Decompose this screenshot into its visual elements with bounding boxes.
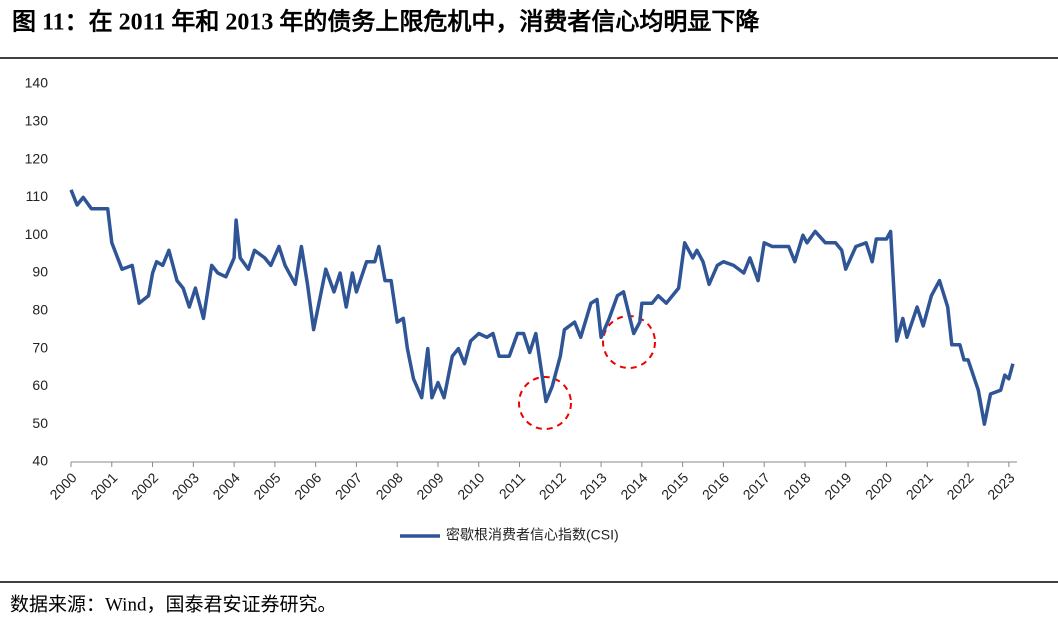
x-tick-label: 2014 [617,469,650,502]
x-tick-label: 2001 [87,469,120,502]
x-tick-label: 2022 [943,469,976,502]
source: 数据来源：Wind，国泰君安证券研究。 [10,593,336,615]
highlight-circle [602,315,656,369]
chart-title: 图 11：在 2011 年和 2013 年的债务上限危机中，消费者信心均明显下降 [12,8,760,36]
y-tick-label: 60 [32,377,48,393]
x-tick-label: 2020 [862,469,895,502]
legend-label: 密歇根消费者信心指数(CSI) [446,527,619,543]
x-tick-label: 2019 [821,469,854,502]
y-tick-label: 140 [25,75,49,91]
y-tick-label: 90 [32,264,48,280]
x-tick-label: 2016 [699,469,732,502]
x-tick-label: 2021 [903,469,936,502]
x-tick-label: 2010 [454,469,487,502]
highlight-circle [518,376,572,430]
y-tick-label: 130 [25,113,49,129]
x-tick-label: 2002 [128,469,161,502]
y-tick-label: 100 [25,226,49,242]
y-tick-label: 70 [32,339,48,355]
y-tick-label: 120 [25,150,49,166]
x-tick-label: 2011 [496,469,529,502]
x-tick-label: 2007 [332,469,365,502]
x-tick-label: 2009 [413,469,446,502]
x-tick-label: 2017 [740,469,773,502]
x-tick-label: 2018 [780,469,813,502]
y-tick-label: 80 [32,302,48,318]
x-tick-label: 2003 [169,469,202,502]
x-tick-label: 2015 [658,469,691,502]
x-tick-label: 2023 [984,469,1017,502]
x-tick-label: 2005 [250,469,283,502]
x-tick-label: 2000 [46,469,79,502]
y-tick-label: 40 [32,453,48,469]
x-tick-label: 2012 [536,469,569,502]
x-tick-label: 2004 [209,469,242,502]
y-tick-label: 50 [32,415,48,431]
series-line [69,189,1015,426]
y-tick-label: 110 [26,188,49,204]
x-tick-label: 2006 [291,469,324,502]
x-tick-label: 2008 [373,469,406,502]
x-tick-label: 2013 [576,469,609,502]
